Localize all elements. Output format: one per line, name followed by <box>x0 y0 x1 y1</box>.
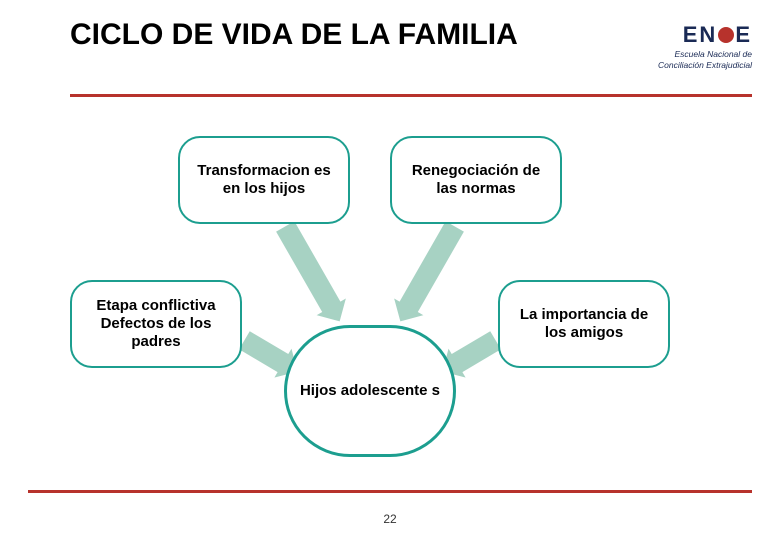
node-label-line2: Defectos de los padres <box>101 315 212 350</box>
node-center-hijos: Hijos adolescente s <box>284 325 456 457</box>
node-label: Etapa conflictiva Defectos de los padres <box>82 297 230 351</box>
node-label-line1: Etapa conflictiva <box>96 297 215 314</box>
node-transformaciones: Transformacion es en los hijos <box>178 136 350 224</box>
node-label: Hijos adolescente s <box>300 382 440 400</box>
node-importancia-amigos: La importancia de los amigos <box>498 280 670 368</box>
node-label: Transformacion es en los hijos <box>190 162 338 198</box>
node-label: Renegociación de las normas <box>402 162 550 198</box>
arrows-layer <box>0 0 780 540</box>
node-etapa-conflictiva: Etapa conflictiva Defectos de los padres <box>70 280 242 368</box>
node-label: La importancia de los amigos <box>510 306 658 342</box>
divider-bottom <box>28 490 752 493</box>
node-renegociacion: Renegociación de las normas <box>390 136 562 224</box>
page-number: 22 <box>0 512 780 526</box>
